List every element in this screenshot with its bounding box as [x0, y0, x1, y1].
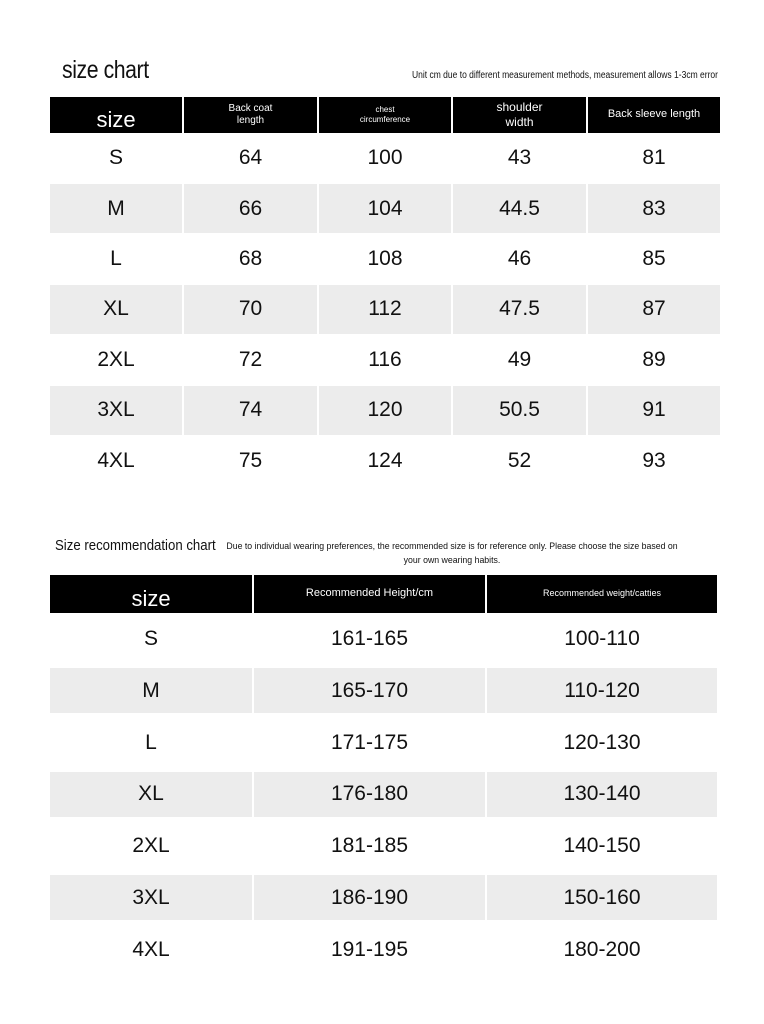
value-cell: 50.5 [453, 385, 586, 435]
value-cell: 120-130 [563, 730, 641, 754]
size-cell: M [50, 668, 252, 714]
column-header: size [50, 575, 252, 613]
value-cell: 93 [642, 448, 666, 472]
value-cell: 165-170 [254, 668, 485, 714]
value-cell: 66 [184, 184, 317, 234]
value-cell: 130-140 [487, 771, 717, 817]
value-cell: 46 [507, 247, 532, 270]
value-cell: 176-180 [254, 771, 485, 817]
table-row: L 68 108 46 85 [50, 235, 722, 284]
table-row: S 161-165 100-110 [50, 616, 719, 661]
value-cell: 116 [368, 347, 402, 371]
value-cell: 186-190 [254, 875, 485, 921]
value-cell: 91 [588, 385, 720, 435]
table-row: L 171-175 120-130 [50, 720, 719, 765]
size-chart-header: size Back coat length chest circumference s… [50, 97, 722, 133]
recommendation-chart-title: Size recommendation chart [55, 537, 216, 554]
size-cell: S [143, 626, 158, 650]
recommendation-chart-header: size Recommended Height/cm Recommended wei… [50, 575, 719, 613]
value-cell: 83 [588, 184, 720, 234]
table-row: 2XL 72 116 49 89 [50, 335, 722, 384]
value-cell: 72 [238, 347, 263, 371]
size-cell: S [108, 146, 123, 170]
table-row: 3XL 186-190 150-160 [50, 875, 719, 921]
value-cell: 108 [367, 247, 403, 270]
table-row: 2XL 181-185 140-150 [50, 824, 719, 869]
value-cell: 140-150 [563, 834, 641, 858]
column-header: chest circumference [319, 97, 451, 133]
value-cell: 150-160 [487, 875, 717, 921]
value-cell: 100 [367, 146, 403, 170]
column-header: Recommended Height/cm [254, 575, 485, 613]
value-cell: 191-195 [330, 937, 409, 961]
value-cell: 112 [319, 284, 451, 334]
table-row: 4XL 75 124 52 93 [50, 436, 722, 485]
size-cell: 4XL [132, 937, 170, 961]
value-cell: 161-165 [330, 626, 409, 650]
size-cell: L [145, 730, 157, 754]
value-cell: 81 [642, 146, 666, 170]
value-cell: 110-120 [487, 668, 717, 714]
value-cell: 52 [507, 448, 532, 472]
value-cell: 181-185 [330, 834, 409, 858]
value-cell: 70 [184, 284, 317, 334]
value-cell: 85 [642, 247, 666, 270]
column-header: Recommended weight/catties [487, 575, 717, 613]
value-cell: 44.5 [453, 184, 586, 234]
value-cell: 171-175 [330, 730, 409, 754]
value-cell: 89 [642, 347, 666, 371]
recommendation-chart-note: Due to individual wearing preferences, t… [226, 541, 678, 566]
table-row: 3XL 74 120 50.5 91 [50, 385, 722, 435]
value-cell: 47.5 [453, 284, 586, 334]
size-cell: M [50, 184, 182, 234]
column-header: size [50, 97, 182, 133]
value-cell: 120 [319, 385, 451, 435]
size-cell: 2XL [132, 834, 170, 858]
size-cell: 4XL [97, 448, 135, 472]
value-cell: 68 [238, 247, 263, 270]
value-cell: 100-110 [564, 626, 640, 650]
table-row: M 66 104 44.5 83 [50, 184, 722, 234]
column-header: Back sleeve length [588, 97, 720, 133]
table-row: 4XL 191-195 180-200 [50, 927, 719, 972]
column-header: Back coat length [184, 97, 317, 133]
value-cell: 43 [507, 146, 532, 170]
value-cell: 104 [319, 184, 451, 234]
size-cell: 3XL [50, 385, 182, 435]
value-cell: 49 [507, 347, 532, 371]
size-cell: XL [50, 284, 182, 334]
size-chart-title: size chart [62, 56, 149, 84]
size-cell: 2XL [97, 347, 135, 371]
table-row: M 165-170 110-120 [50, 668, 719, 714]
column-header: shoulder width [453, 97, 586, 133]
value-cell: 87 [588, 284, 720, 334]
table-row: XL 176-180 130-140 [50, 771, 719, 817]
value-cell: 74 [184, 385, 317, 435]
value-cell: 75 [238, 448, 263, 472]
size-cell: 3XL [50, 875, 252, 921]
table-row: S 64 100 43 81 [50, 134, 722, 183]
value-cell: 64 [238, 146, 263, 170]
value-cell: 180-200 [563, 937, 641, 961]
value-cell: 124 [367, 448, 403, 472]
table-row: XL 70 112 47.5 87 [50, 284, 722, 334]
size-cell: L [110, 247, 122, 270]
size-chart-note: Unit cm due to different measurement met… [412, 70, 718, 81]
size-cell: XL [50, 771, 252, 817]
